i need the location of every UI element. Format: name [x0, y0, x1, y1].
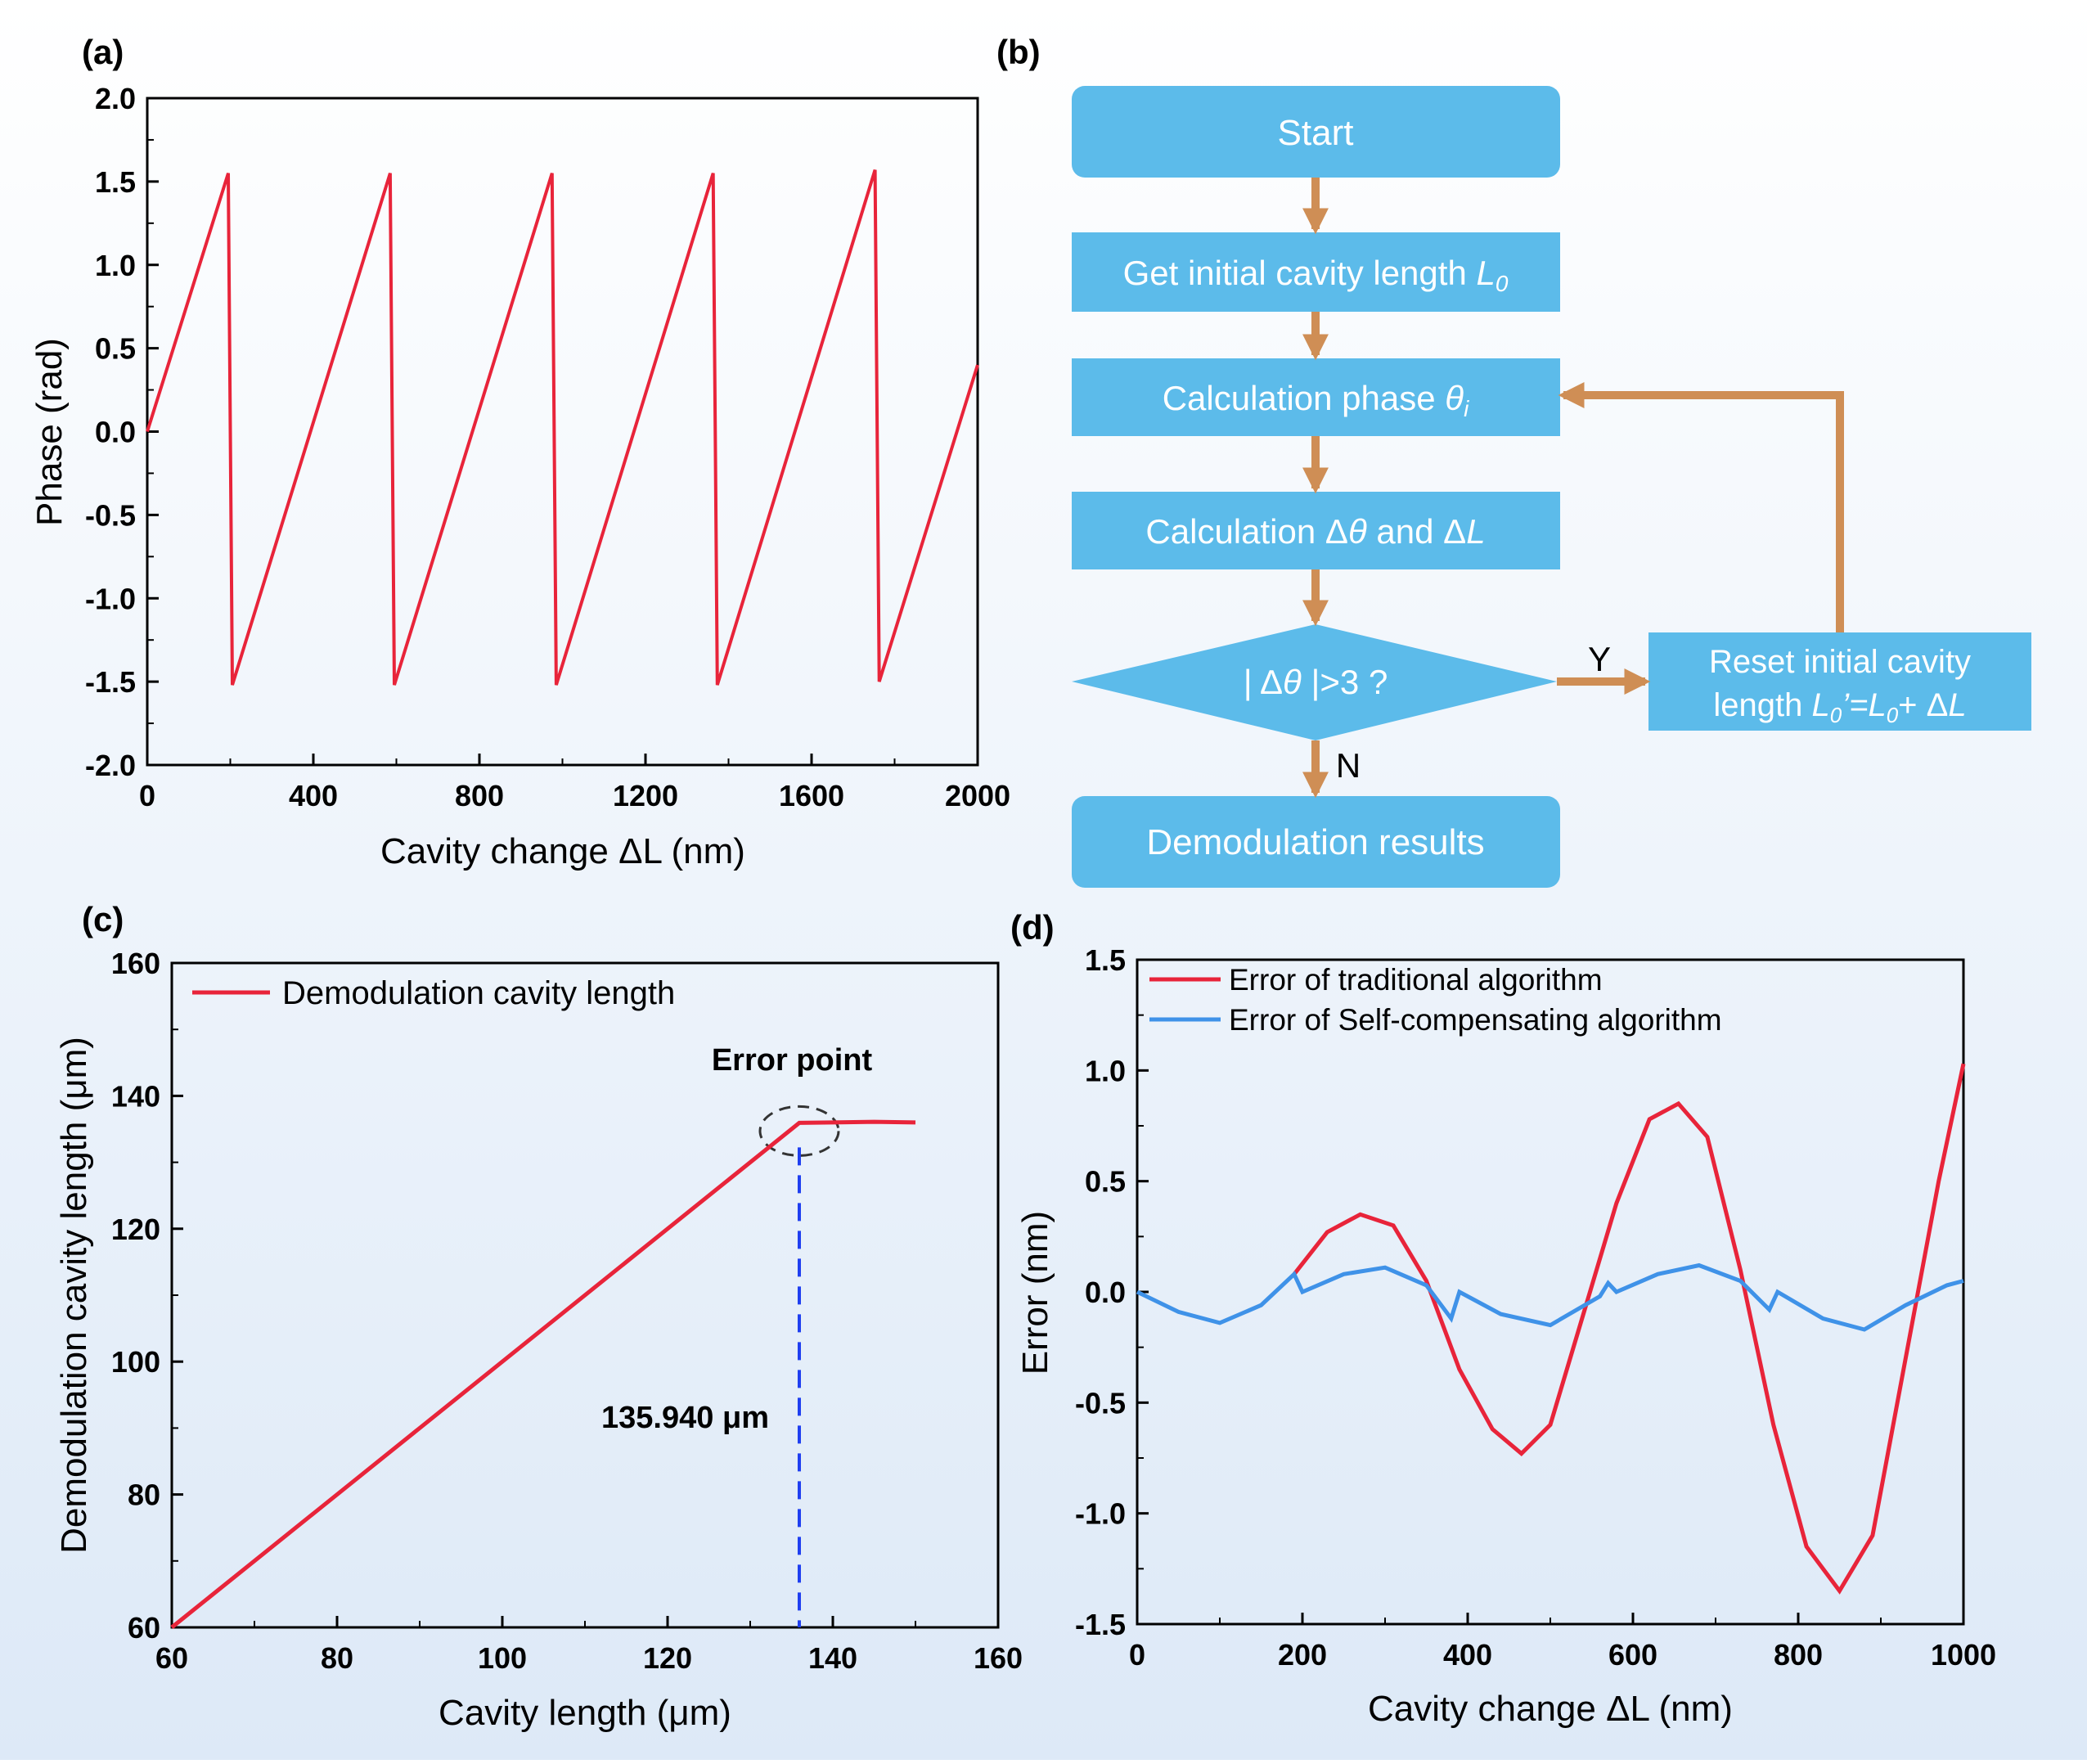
- y-tick-label: 1.0: [95, 249, 136, 282]
- y-tick-label: 0.0: [1085, 1276, 1126, 1309]
- panel-a-x-axis-label: Cavity change ΔL (nm): [380, 831, 745, 871]
- panel-c-legend-label: Demodulation cavity length: [282, 975, 675, 1011]
- x-tick-label: 120: [643, 1641, 692, 1675]
- panel-c-value-label: 135.940 μm: [601, 1401, 769, 1435]
- y-tick-label: 120: [111, 1213, 160, 1246]
- x-tick-label: 0: [1129, 1638, 1145, 1672]
- panel-a-label: (a): [82, 33, 124, 71]
- demod-text: Demodulation results: [1146, 822, 1484, 862]
- y-tick-label: -1.0: [1075, 1497, 1126, 1531]
- panel-d-label: (d): [1010, 908, 1055, 947]
- x-tick-label: 60: [155, 1641, 188, 1675]
- y-tick-label: -0.5: [85, 498, 136, 532]
- x-tick-label: 0: [139, 779, 155, 812]
- panel-d-legend-label-blue: Error of Self-compensating algorithm: [1229, 1003, 1722, 1037]
- panel-d-legend-label-red: Error of traditional algorithm: [1229, 963, 1603, 997]
- panel-d-x-axis-label: Cavity change ΔL (nm): [1368, 1689, 1733, 1729]
- reset-text-line1: Reset initial cavity: [1709, 644, 1971, 680]
- y-tick-label: 1.5: [95, 165, 136, 199]
- y-tick-label: 80: [128, 1478, 160, 1512]
- calc-delta-text: Calculation Δθ and ΔL: [1145, 512, 1485, 551]
- x-tick-label: 800: [455, 779, 504, 812]
- y-tick-label: 160: [111, 947, 160, 980]
- calc-phase-text: Calculation phase θi: [1163, 379, 1469, 421]
- y-tick-label: -1.5: [85, 665, 136, 699]
- x-tick-label: 100: [478, 1641, 527, 1675]
- y-tick-label: 0.0: [95, 416, 136, 449]
- panel-c-x-axis-label: Cavity length (μm): [439, 1693, 731, 1733]
- x-tick-label: 400: [289, 779, 338, 812]
- get-initial-text: Get initial cavity length L0: [1123, 254, 1509, 296]
- x-tick-label: 80: [321, 1641, 353, 1675]
- panel-b-label: (b): [996, 33, 1041, 71]
- y-tick-label: 140: [111, 1079, 160, 1113]
- no-label: N: [1336, 746, 1361, 785]
- x-tick-label: 600: [1608, 1638, 1657, 1672]
- x-tick-label: 1600: [779, 779, 844, 812]
- start-text: Start: [1278, 113, 1354, 153]
- panel-c-error-point-label: Error point: [712, 1043, 873, 1078]
- x-tick-label: 200: [1278, 1638, 1327, 1672]
- x-tick-label: 1000: [1931, 1638, 1996, 1672]
- panel-c-y-axis-label: Demodulation cavity length (μm): [54, 1037, 94, 1554]
- x-tick-label: 800: [1774, 1638, 1823, 1672]
- y-tick-label: -1.0: [85, 582, 136, 615]
- x-tick-label: 400: [1443, 1638, 1492, 1672]
- y-tick-label: 1.0: [1085, 1054, 1126, 1087]
- y-tick-label: 0.5: [1085, 1165, 1126, 1199]
- yes-label: Y: [1588, 640, 1611, 678]
- y-tick-label: 60: [128, 1611, 160, 1645]
- y-tick-label: -0.5: [1075, 1386, 1126, 1420]
- y-tick-label: 100: [111, 1345, 160, 1379]
- y-tick-label: 0.5: [95, 332, 136, 366]
- y-tick-label: 1.5: [1085, 943, 1126, 977]
- x-tick-label: 160: [974, 1641, 1023, 1675]
- y-tick-label: 2.0: [95, 82, 136, 115]
- y-tick-label: -2.0: [85, 749, 136, 782]
- panel-c-label: (c): [82, 900, 124, 938]
- x-tick-label: 1200: [613, 779, 678, 812]
- x-tick-label: 2000: [945, 779, 1010, 812]
- decision-text: | Δθ |>3 ?: [1244, 663, 1388, 701]
- x-tick-label: 140: [808, 1641, 857, 1675]
- panel-a-y-axis-label: Phase (rad): [29, 338, 70, 526]
- panel-d-y-axis-label: Error (nm): [1015, 1211, 1055, 1375]
- y-tick-label: -1.5: [1075, 1608, 1126, 1641]
